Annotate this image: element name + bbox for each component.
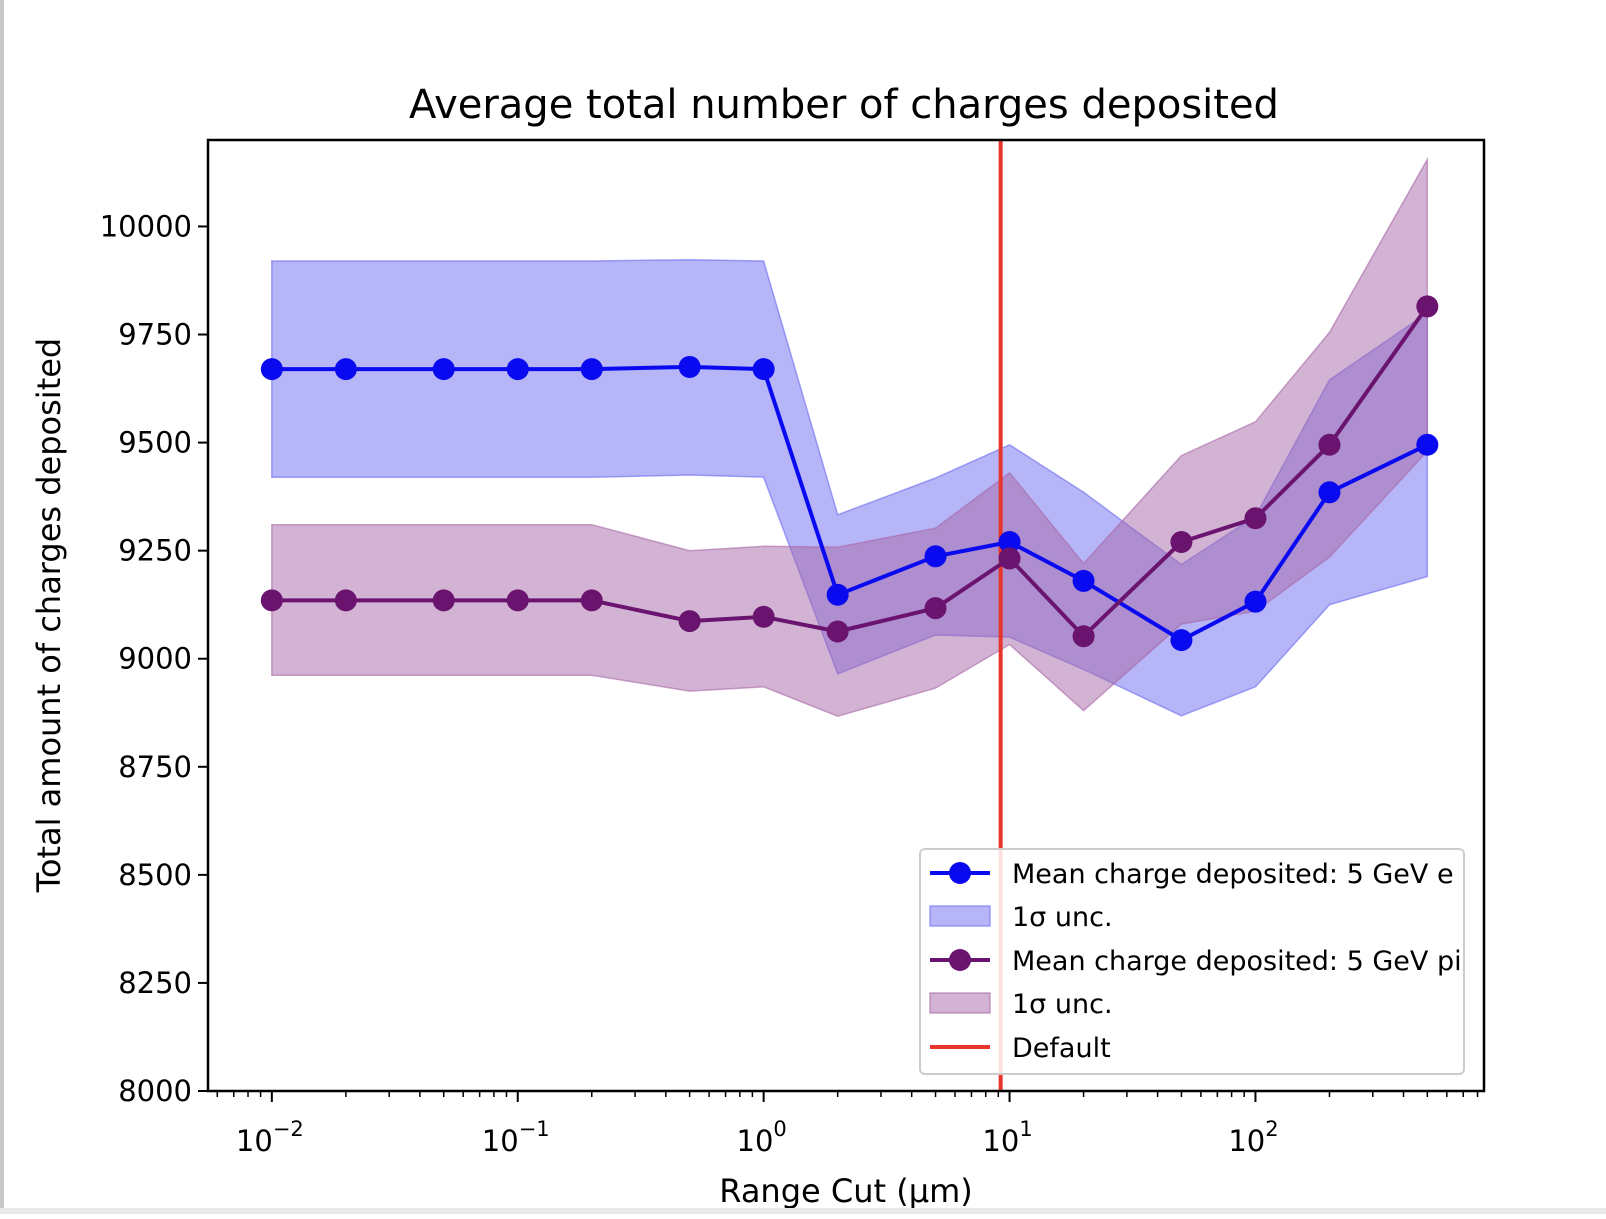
legend-marker-icon xyxy=(949,862,971,884)
x-tick-label: 10−1 xyxy=(482,1117,550,1158)
y-axis-label: Total amount of charges deposited xyxy=(30,338,68,893)
x-axis-label: Range Cut (μm) xyxy=(719,1172,972,1210)
data-point-series-2 xyxy=(752,605,775,628)
data-point-series-1 xyxy=(260,358,283,381)
y-tick-label: 9500 xyxy=(118,426,192,460)
legend-patch-icon xyxy=(929,992,991,1014)
data-point-series-2 xyxy=(260,589,283,612)
plot-frame xyxy=(206,138,1486,1093)
x-tick-label: 10−2 xyxy=(236,1117,304,1158)
legend-box xyxy=(919,848,1465,1075)
data-point-series-1 xyxy=(334,358,357,381)
x-tick-label: 100 xyxy=(737,1117,787,1158)
y-tick-label: 10000 xyxy=(100,209,192,243)
axis-ticks: 8000 8250 8500 8750 9000 9250 9500 9750 10000 10−… xyxy=(100,209,1479,1158)
data-point-series-1 xyxy=(826,583,849,606)
data-point-series-1 xyxy=(1318,481,1341,504)
data-point-series-2 xyxy=(334,589,357,612)
data-point-series-2 xyxy=(1072,625,1095,648)
data-point-series-1 xyxy=(432,358,455,381)
legend: Mean charge deposited: 5 GeV e 1σ unc. Mea… xyxy=(919,848,1465,1075)
data-point-series-2 xyxy=(1318,433,1341,456)
data-point-series-2 xyxy=(1244,507,1267,530)
legend-label: 1σ unc. xyxy=(1012,989,1113,1020)
x-tick-label: 101 xyxy=(982,1117,1032,1158)
legend-patch-icon xyxy=(929,905,991,927)
y-tick-label: 9250 xyxy=(118,534,192,568)
data-point-series-1 xyxy=(1170,629,1193,652)
data-point-series-2 xyxy=(432,589,455,612)
data-point-series-2 xyxy=(924,597,947,620)
data-point-series-1 xyxy=(998,531,1021,554)
chart-title: Average total number of charges deposite… xyxy=(409,82,1279,128)
legend-label: 1σ unc. xyxy=(1012,902,1113,933)
data-point-series-2 xyxy=(998,547,1021,570)
legend-label: Default xyxy=(1012,1033,1111,1064)
data-point-series-2 xyxy=(826,620,849,643)
data-point-series-1 xyxy=(506,358,529,381)
y-tick-label: 8000 xyxy=(118,1074,192,1108)
window-left-edge xyxy=(0,0,4,1214)
data-point-series-2 xyxy=(678,610,701,633)
y-tick-label: 8500 xyxy=(118,858,192,892)
window-bottom-edge xyxy=(0,1208,1606,1214)
legend-marker-icon xyxy=(949,949,971,971)
uncertainty-bands xyxy=(271,156,1429,717)
data-point-series-1 xyxy=(1416,433,1439,456)
data-point-series-1 xyxy=(1244,590,1267,613)
data-point-series-2 xyxy=(1416,295,1439,318)
y-tick-label: 8750 xyxy=(118,750,192,784)
data-point-series-1 xyxy=(678,355,701,378)
legend-label: Mean charge deposited: 5 GeV e xyxy=(1012,859,1454,890)
data-point-series-2 xyxy=(580,589,603,612)
legend-label: Mean charge deposited: 5 GeV pi xyxy=(1012,946,1462,977)
y-tick-label: 9750 xyxy=(118,318,192,352)
data-point-series-1 xyxy=(580,358,603,381)
y-tick-label: 8250 xyxy=(118,966,192,1000)
data-point-series-2 xyxy=(1170,531,1193,554)
data-point-series-1 xyxy=(1072,569,1095,592)
data-point-series-1 xyxy=(752,358,775,381)
y-tick-label: 9000 xyxy=(118,642,192,676)
series-lines xyxy=(260,295,1439,652)
data-point-series-2 xyxy=(506,589,529,612)
x-tick-label: 102 xyxy=(1228,1117,1278,1158)
data-point-series-1 xyxy=(924,545,947,568)
